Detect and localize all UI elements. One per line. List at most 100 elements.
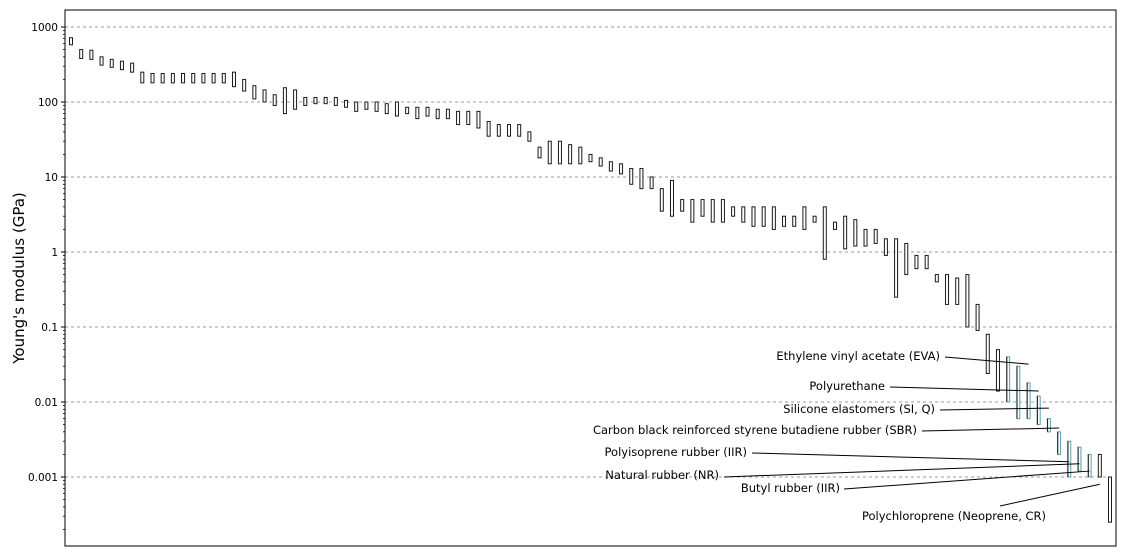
range-bar bbox=[272, 94, 277, 106]
y-tick-label: 0.1 bbox=[41, 322, 58, 334]
range-bar bbox=[924, 254, 929, 270]
range-bar bbox=[333, 96, 338, 106]
range-bar bbox=[466, 110, 471, 126]
range-bar bbox=[109, 58, 114, 68]
range-bar bbox=[486, 120, 491, 137]
range-bar bbox=[211, 72, 216, 84]
range-bar bbox=[873, 228, 878, 244]
range-bar bbox=[832, 221, 837, 230]
range-bar bbox=[629, 167, 634, 185]
range-bar bbox=[802, 206, 807, 230]
range-bar bbox=[150, 72, 155, 84]
range-bar bbox=[578, 146, 583, 165]
annotation-leader-line bbox=[999, 483, 1100, 507]
range-bar bbox=[221, 72, 226, 84]
range-bar bbox=[863, 228, 868, 247]
range-bar bbox=[394, 101, 399, 117]
range-bar bbox=[445, 108, 450, 120]
range-bar bbox=[1108, 476, 1112, 523]
annotations: Ethylene vinyl acetate (EVA) Polyurethane… bbox=[593, 349, 1100, 523]
range-bar bbox=[588, 153, 593, 163]
range-bar bbox=[507, 124, 512, 137]
annotation-leader-line bbox=[921, 427, 1060, 432]
range-bar bbox=[201, 72, 206, 84]
annotation-label: Polyisoprene rubber (IIR) bbox=[605, 445, 747, 459]
annotation-leader-line bbox=[889, 386, 1039, 392]
y-axis-ticks: 1000 100 10 1 0.1 0.01 0.001 bbox=[28, 22, 65, 530]
y-tick-label: 1 bbox=[51, 247, 58, 259]
range-bar bbox=[181, 72, 186, 84]
range-bar bbox=[649, 176, 654, 190]
range-bar bbox=[598, 157, 603, 167]
range-bar bbox=[792, 215, 797, 227]
range-bar bbox=[191, 72, 196, 84]
range-bar bbox=[659, 188, 664, 212]
range-bar bbox=[69, 37, 73, 46]
annotation-leader-line bbox=[944, 356, 1029, 365]
y-tick-label: 0.001 bbox=[28, 472, 58, 484]
range-bar bbox=[669, 179, 674, 217]
annotation-label: Silicone elastomers (SI, Q) bbox=[783, 402, 935, 416]
range-bar bbox=[557, 140, 562, 165]
range-bar bbox=[313, 96, 318, 105]
range-bar bbox=[354, 101, 359, 112]
range-bar bbox=[231, 71, 236, 88]
range-bar bbox=[619, 163, 624, 175]
range-bar bbox=[985, 333, 990, 374]
range-bar bbox=[914, 254, 919, 270]
range-bar bbox=[405, 106, 410, 115]
range-bar bbox=[731, 206, 736, 217]
annotation-leader-line bbox=[843, 470, 1090, 490]
range-bar bbox=[975, 303, 980, 331]
range-bars bbox=[69, 37, 1112, 523]
range-bar bbox=[384, 103, 389, 115]
range-bar bbox=[680, 199, 685, 212]
annotation-label: Ethylene vinyl acetate (EVA) bbox=[776, 349, 940, 363]
range-bar bbox=[883, 238, 888, 256]
annotation-leader-line bbox=[939, 407, 1049, 411]
range-bar bbox=[639, 167, 644, 190]
range-bar bbox=[517, 124, 522, 137]
range-bar bbox=[435, 108, 440, 120]
range-bar bbox=[751, 206, 756, 227]
range-bar bbox=[608, 161, 613, 172]
range-bar bbox=[568, 144, 573, 165]
annotation-label: Polychloroprene (Neoprene, CR) bbox=[862, 509, 1046, 523]
range-bar bbox=[119, 60, 124, 71]
range-bar bbox=[425, 106, 430, 117]
range-bar bbox=[242, 78, 247, 92]
range-bar bbox=[547, 140, 552, 165]
range-bar bbox=[344, 99, 349, 108]
annotation-label: Polyurethane bbox=[809, 379, 885, 393]
range-bar bbox=[415, 106, 420, 120]
y-axis-label: Young's modulus (GPa) bbox=[10, 192, 28, 365]
range-bar bbox=[700, 199, 705, 217]
annotation-label: Natural rubber (NR) bbox=[605, 468, 719, 482]
annotation-label: Carbon black reinforced styrene butadien… bbox=[593, 423, 917, 437]
y-tick-label: 10 bbox=[45, 172, 58, 184]
range-bar bbox=[303, 96, 308, 106]
range-bar bbox=[170, 72, 175, 84]
range-bar bbox=[822, 206, 827, 260]
y-tick-label: 100 bbox=[38, 97, 58, 109]
range-bar bbox=[771, 206, 776, 230]
y-tick-label: 1000 bbox=[31, 22, 58, 34]
range-bar bbox=[710, 199, 715, 223]
range-bar bbox=[364, 101, 369, 110]
range-bar bbox=[476, 110, 481, 129]
range-bar bbox=[79, 49, 84, 60]
grid-lines bbox=[65, 26, 1116, 478]
range-bar bbox=[843, 215, 848, 250]
range-bar bbox=[374, 101, 379, 112]
range-bar bbox=[761, 206, 766, 227]
range-bar bbox=[293, 89, 298, 110]
range-bar bbox=[160, 72, 165, 84]
range-bar bbox=[323, 96, 328, 105]
range-bar bbox=[812, 215, 817, 223]
range-bar bbox=[282, 87, 287, 115]
range-bar bbox=[1097, 453, 1102, 478]
range-bar bbox=[262, 89, 267, 103]
range-bar bbox=[690, 199, 695, 223]
range-bar bbox=[904, 242, 909, 276]
annotation-label: Butyl rubber (IIR) bbox=[741, 481, 840, 495]
